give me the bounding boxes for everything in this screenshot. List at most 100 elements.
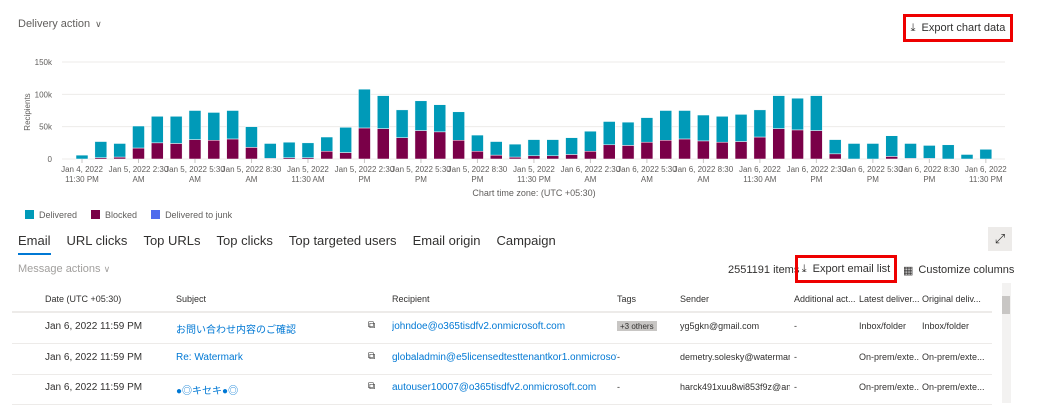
cell-recipient[interactable]: globaladmin@e5licensedtesttenantkor1.onm… xyxy=(392,351,617,363)
bar-delivered[interactable] xyxy=(132,125,145,149)
bar-delivered[interactable] xyxy=(810,95,823,131)
bar-blocked[interactable] xyxy=(810,130,823,160)
bar-delivered[interactable] xyxy=(565,137,578,155)
bar-delivered[interactable] xyxy=(621,121,635,146)
bar-blocked[interactable] xyxy=(377,128,390,160)
tab-url-clicks[interactable]: URL clicks xyxy=(66,233,128,248)
legend-item[interactable]: Delivered xyxy=(25,210,77,220)
tab-email[interactable]: Email xyxy=(18,233,51,255)
bar-delivered[interactable] xyxy=(602,121,616,146)
tab-top-clicks[interactable]: Top clicks xyxy=(216,233,273,248)
bar-delivered[interactable] xyxy=(490,141,503,156)
bar-delivered[interactable] xyxy=(885,135,898,157)
legend-item[interactable]: Delivered to junk xyxy=(151,210,232,220)
bar-delivered[interactable] xyxy=(94,141,108,158)
bar-blocked[interactable] xyxy=(584,150,597,160)
bar-blocked[interactable] xyxy=(339,152,352,160)
bar-blocked[interactable] xyxy=(828,153,842,160)
tab-top-urls[interactable]: Top URLs xyxy=(143,233,201,248)
table-row[interactable] xyxy=(12,344,992,375)
bar-delivered[interactable] xyxy=(508,143,522,158)
cell-subject[interactable]: ●◎キセキ●◎ xyxy=(176,386,239,397)
bar-delivered[interactable] xyxy=(527,139,541,157)
bar-blocked[interactable] xyxy=(678,138,691,160)
bar-blocked[interactable] xyxy=(452,139,465,160)
bar-delivered[interactable] xyxy=(358,88,371,129)
column-header[interactable]: Latest deliver... xyxy=(859,294,920,304)
table-row[interactable] xyxy=(12,313,992,344)
bar-blocked[interactable] xyxy=(659,139,672,160)
bar-delivered[interactable] xyxy=(546,139,559,157)
tab-top-targeted-users[interactable]: Top targeted users xyxy=(288,233,397,248)
bar-delivered[interactable] xyxy=(113,143,126,158)
bar-delivered[interactable] xyxy=(169,116,183,144)
cell-recipient[interactable]: johndoe@o365tisdfv2.onmicrosoft.com xyxy=(392,321,566,332)
column-header[interactable]: Sender xyxy=(680,294,710,304)
bar-delivered[interactable] xyxy=(264,143,277,159)
bar-blocked[interactable] xyxy=(188,139,202,160)
bar-delivered[interactable] xyxy=(188,110,202,140)
tab-email-origin[interactable]: Email origin xyxy=(412,233,481,248)
bar-blocked[interactable] xyxy=(490,154,503,160)
scrollbar[interactable] xyxy=(1002,283,1011,403)
bar-blocked[interactable] xyxy=(151,142,164,160)
bar-delivered[interactable] xyxy=(753,109,767,138)
bar-blocked[interactable] xyxy=(753,136,767,160)
bar-delivered[interactable] xyxy=(941,144,955,160)
bar-delivered[interactable] xyxy=(245,126,258,148)
bar-blocked[interactable] xyxy=(621,145,635,160)
bar-blocked[interactable] xyxy=(395,137,409,160)
bar-delivered[interactable] xyxy=(433,104,447,133)
bar-delivered[interactable] xyxy=(414,100,428,131)
column-header[interactable]: Date (UTC +05:30) xyxy=(45,294,122,304)
customize-columns-button[interactable]: ▦ Customize columns xyxy=(903,264,1014,277)
delivery-action-dropdown[interactable]: Delivery action ∨ xyxy=(18,18,102,30)
bar-delivered[interactable] xyxy=(772,95,785,129)
bar-blocked[interactable] xyxy=(207,139,221,160)
bar-blocked[interactable] xyxy=(715,141,729,160)
bar-blocked[interactable] xyxy=(602,144,616,160)
bar-blocked[interactable] xyxy=(508,156,522,160)
bar-delivered[interactable] xyxy=(791,97,804,131)
bar-delivered[interactable] xyxy=(207,112,221,141)
tab-campaign[interactable]: Campaign xyxy=(496,233,556,248)
bar-delivered[interactable] xyxy=(226,110,239,140)
bar-delivered[interactable] xyxy=(734,114,748,142)
cell-subject[interactable]: Re: Watermark xyxy=(176,351,243,363)
bar-delivered[interactable] xyxy=(923,145,936,159)
bar-blocked[interactable] xyxy=(471,150,484,160)
bar-blocked[interactable] xyxy=(414,130,428,160)
tag-badge[interactable]: +3 others xyxy=(617,321,657,331)
bar-delivered[interactable] xyxy=(866,143,880,160)
bar-blocked[interactable] xyxy=(113,156,126,160)
export-chart-data-button[interactable]: ⤓ Export chart data xyxy=(903,14,1013,42)
column-header[interactable]: Original deliv... xyxy=(922,294,981,304)
bar-blocked[interactable] xyxy=(358,127,371,160)
scrollbar-thumb[interactable] xyxy=(1002,296,1010,314)
bar-delivered[interactable] xyxy=(697,114,710,142)
bar-blocked[interactable] xyxy=(226,138,239,160)
open-in-new-icon[interactable]: ⧉ xyxy=(368,350,376,362)
open-in-new-icon[interactable]: ⧉ xyxy=(368,320,376,331)
bar-blocked[interactable] xyxy=(791,129,804,160)
bar-blocked[interactable] xyxy=(885,156,898,160)
column-header[interactable]: Tags xyxy=(617,294,637,304)
bar-blocked[interactable] xyxy=(772,128,785,160)
bar-delivered[interactable] xyxy=(828,139,842,155)
bar-delivered[interactable] xyxy=(659,110,672,141)
cell-recipient[interactable]: autouser10007@o365tisdfv2.onmicrosoft.co… xyxy=(392,382,597,393)
bar-blocked[interactable] xyxy=(565,154,578,160)
bar-delivered[interactable] xyxy=(377,95,390,129)
bar-delivered[interactable] xyxy=(452,111,465,141)
table-row[interactable] xyxy=(12,374,992,405)
bar-blocked[interactable] xyxy=(527,155,541,160)
column-header[interactable]: Recipient xyxy=(392,294,430,304)
expand-button[interactable]: ⤢ xyxy=(988,227,1012,251)
bar-blocked[interactable] xyxy=(640,141,654,160)
bar-delivered[interactable] xyxy=(395,109,409,138)
bar-delivered[interactable] xyxy=(471,134,484,152)
bar-delivered[interactable] xyxy=(301,142,315,158)
cell-subject[interactable]: お問い合わせ内容のご確認 xyxy=(176,325,296,336)
bar-delivered[interactable] xyxy=(715,116,729,143)
export-email-list-button[interactable]: ⤓ Export email list xyxy=(795,255,897,283)
